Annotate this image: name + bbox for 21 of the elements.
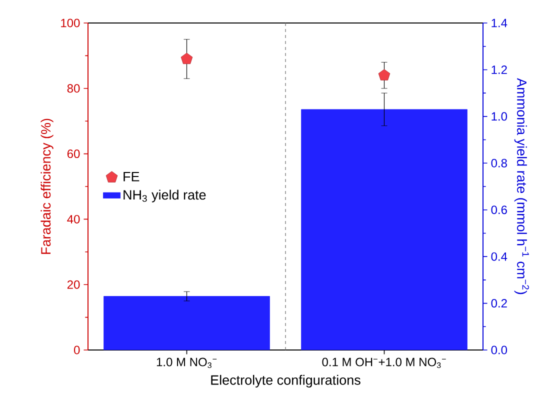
y2-tick-label: 0.4 <box>491 252 508 261</box>
y-tick-label: 40 <box>67 214 80 224</box>
legend-label: NH$_{3}$ yield rate <box>124 190 206 202</box>
y-tick-label: 0 <box>74 346 80 354</box>
y2-tick-label: 0.6 <box>491 206 507 214</box>
y2-tick-label: 1.2 <box>492 66 507 74</box>
y2-tick-label: 1.0 <box>492 112 508 121</box>
y-tick-label: 60 <box>67 150 80 158</box>
legend-label: FE <box>124 172 140 182</box>
x-tick-label: 0.1 M OH$^{−}$+1.0 M NO$_{3}$− <box>322 358 446 368</box>
y-axis-title: Faradaic efficiency (%) <box>40 118 54 254</box>
y2-tick-label: 0.8 <box>491 158 507 168</box>
y-tick-label: 80 <box>67 84 80 93</box>
y2-tick-label: 0.0 <box>491 346 508 354</box>
y2-tick-label: 1.4 <box>492 18 508 28</box>
x-tick-label: 1.0 M NO$_{3}$− <box>156 358 217 368</box>
y-tick-label: 20 <box>67 280 80 289</box>
x-axis-title: Electrolyte configurations <box>211 374 360 388</box>
y2-axis-title: Ammonia yield rate (mmol h$^{−1}$ cm$^{−2}$) <box>514 78 529 294</box>
y2-tick-label: 0.2 <box>491 299 507 308</box>
y-tick-label: 100 <box>61 18 80 28</box>
